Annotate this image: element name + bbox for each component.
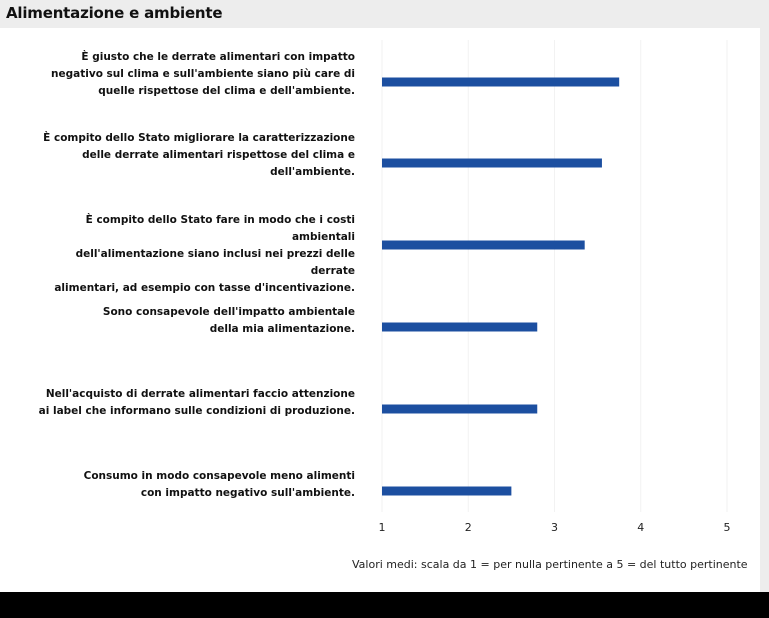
x-tick-label-5: 5 <box>723 521 731 534</box>
category-label-line: quelle rispettose del clima e dell'ambie… <box>98 84 355 97</box>
category-label-1: È giusto che le derrate alimentari con i… <box>35 49 355 100</box>
bar-6 <box>382 486 512 496</box>
category-label-line: delle derrate alimentari rispettose del … <box>82 148 355 161</box>
category-label-5: Nell'acquisto di derrate alimentari facc… <box>35 386 355 420</box>
category-label-line: negativo sul clima e sull'ambiente siano… <box>51 67 355 80</box>
category-label-3: È compito dello Stato fare in modo che i… <box>35 212 355 297</box>
category-label-6: Consumo in modo consapevole meno aliment… <box>35 468 355 502</box>
page-title: Alimentazione e ambiente <box>6 4 223 22</box>
x-tick-label-3: 3 <box>551 521 558 534</box>
bar-2 <box>382 158 602 168</box>
bar-1 <box>382 77 620 87</box>
x-tick-label-4: 4 <box>637 521 645 534</box>
category-label-line: dell'ambiente. <box>270 165 355 178</box>
bar-4 <box>382 322 538 332</box>
category-label-line: alimentari, ad esempio con tasse d'incen… <box>54 281 355 294</box>
chart-panel <box>0 28 760 592</box>
category-label-4: Sono consapevole dell'impatto ambientale… <box>35 304 355 338</box>
bar-3 <box>382 240 585 250</box>
x-tick-label-2: 2 <box>464 521 472 534</box>
category-label-line: Consumo in modo consapevole meno aliment… <box>83 470 355 482</box>
category-label-line: ai label che informano sulle condizioni … <box>38 405 355 417</box>
bottom-black-bar <box>0 592 769 618</box>
right-margin-strip <box>760 28 769 592</box>
category-label-line: Nell'acquisto di derrate alimentari facc… <box>45 388 355 400</box>
category-label-line: Sono consapevole dell'impatto ambientale <box>102 306 355 318</box>
category-label-line: della mia alimentazione. <box>209 323 355 335</box>
category-label-line: È compito dello Stato migliorare la cara… <box>43 131 355 144</box>
category-label-line: con impatto negativo sull'ambiente. <box>140 487 355 499</box>
category-label-line: dell'alimentazione siano inclusi nei pre… <box>75 247 355 277</box>
category-label-line: È giusto che le derrate alimentari con i… <box>81 50 355 63</box>
bar-5 <box>382 404 538 414</box>
x-axis-caption: Valori medi: scala da 1 = per nulla pert… <box>352 558 748 571</box>
category-label-2: È compito dello Stato migliorare la cara… <box>35 130 355 181</box>
category-label-line: È compito dello Stato fare in modo che i… <box>85 213 355 243</box>
x-tick-label-1: 1 <box>378 521 386 534</box>
